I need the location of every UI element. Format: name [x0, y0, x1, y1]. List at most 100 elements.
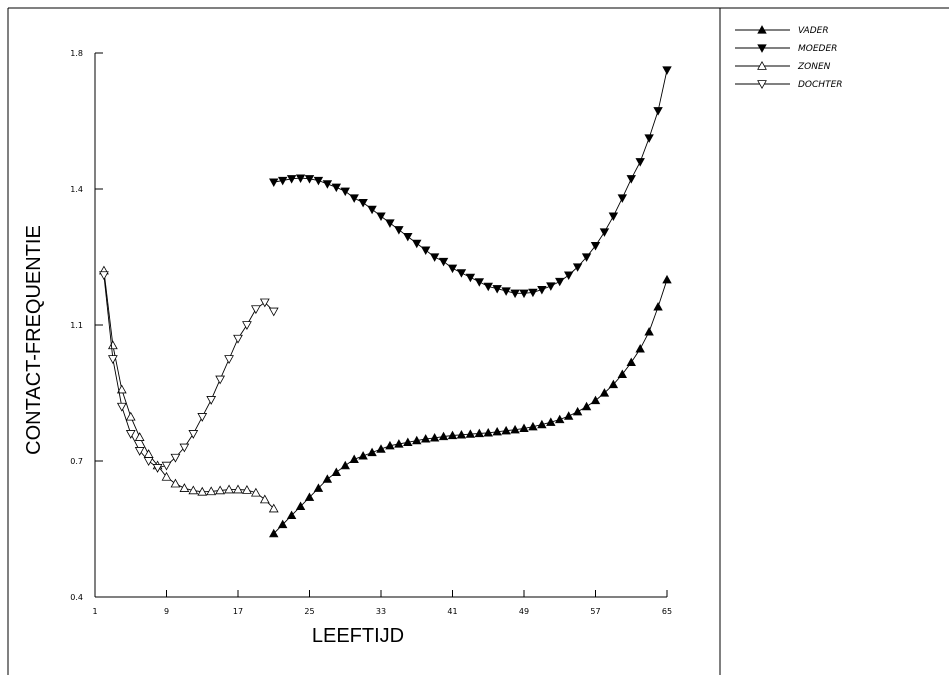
data-point-dochter — [179, 443, 190, 453]
series-layer — [99, 66, 672, 538]
data-point-moeder — [420, 246, 431, 256]
data-point-vader — [340, 460, 350, 470]
data-point-moeder — [617, 194, 628, 203]
legend-marker-vader — [757, 25, 767, 34]
data-point-moeder — [590, 242, 601, 251]
data-point-zonen — [161, 471, 172, 481]
series-line-zonen — [103, 270, 275, 509]
data-point-moeder — [367, 205, 377, 215]
data-point-moeder — [340, 187, 350, 197]
data-point-moeder — [653, 107, 663, 116]
data-point-dochter — [268, 307, 279, 317]
data-point-vader — [546, 417, 556, 426]
data-point-dochter — [215, 375, 226, 385]
data-point-moeder — [501, 287, 511, 296]
y-tick-label: 1.8 — [70, 49, 83, 58]
data-point-vader — [456, 430, 467, 439]
x-tick-label: 33 — [376, 607, 386, 616]
data-point-moeder — [447, 264, 458, 274]
y-tick-label: 1.4 — [70, 185, 83, 194]
data-point-dochter — [250, 305, 261, 315]
data-point-zonen — [259, 494, 270, 504]
data-point-dochter — [188, 430, 199, 439]
data-point-vader — [358, 451, 368, 460]
data-point-moeder — [581, 253, 592, 262]
series-dochter — [99, 271, 279, 473]
legend-item-zonen: ZONEN — [735, 60, 831, 72]
data-point-moeder — [313, 176, 324, 186]
data-point-moeder — [376, 212, 386, 222]
data-point-moeder — [626, 175, 636, 184]
data-point-moeder — [331, 183, 342, 193]
x-tick-label: 49 — [519, 607, 529, 616]
data-point-dochter — [197, 413, 208, 422]
data-point-vader — [653, 302, 663, 311]
data-point-vader — [403, 437, 413, 446]
data-point-moeder — [519, 289, 529, 299]
data-point-moeder — [269, 178, 279, 188]
data-point-moeder — [456, 269, 467, 278]
data-point-moeder — [662, 66, 672, 75]
data-point-vader — [519, 423, 529, 433]
data-point-dochter — [233, 334, 243, 344]
data-point-zonen — [179, 483, 190, 492]
data-point-moeder — [286, 175, 297, 184]
data-point-vader — [528, 421, 538, 431]
data-point-moeder — [322, 180, 333, 189]
data-point-vader — [635, 343, 645, 353]
data-point-zonen — [125, 411, 136, 421]
legend-marker-zonen — [757, 60, 767, 70]
data-point-zonen — [224, 484, 234, 494]
legend-marker-dochter — [757, 80, 767, 90]
series-vader — [269, 274, 672, 538]
data-point-vader — [501, 425, 511, 435]
data-point-moeder — [608, 212, 619, 222]
data-point-moeder — [546, 282, 556, 291]
data-point-zonen — [116, 384, 127, 394]
data-point-dochter — [134, 447, 145, 456]
data-point-vader — [331, 467, 342, 476]
data-point-vader — [412, 435, 422, 445]
series-line-moeder — [273, 69, 668, 294]
data-point-dochter — [259, 298, 270, 308]
data-point-moeder — [385, 219, 395, 228]
data-point-moeder — [635, 158, 645, 167]
data-point-moeder — [358, 198, 368, 208]
legend-label-moeder: MOEDER — [798, 44, 837, 54]
data-point-vader — [599, 388, 610, 397]
data-point-moeder — [429, 253, 440, 262]
data-point-moeder — [572, 263, 583, 272]
data-point-dochter — [242, 321, 252, 331]
data-point-moeder — [277, 176, 288, 186]
data-point-vader — [572, 406, 583, 416]
data-point-zonen — [134, 432, 145, 441]
data-point-vader — [492, 426, 502, 436]
data-point-moeder — [599, 228, 610, 237]
series-moeder — [269, 66, 672, 299]
y-tick-label: 1.1 — [70, 321, 83, 330]
legend-item-vader: VADER — [735, 25, 829, 36]
x-tick-label: 1 — [92, 607, 97, 616]
data-point-dochter — [107, 355, 118, 365]
data-point-zonen — [206, 486, 217, 496]
data-point-vader — [304, 492, 315, 501]
data-point-vader — [563, 411, 574, 420]
legend-item-dochter: DOCHTER — [735, 80, 843, 90]
data-point-moeder — [483, 282, 493, 292]
x-tick-label: 65 — [662, 607, 672, 616]
data-point-zonen — [188, 485, 199, 495]
data-point-moeder — [295, 174, 306, 183]
data-point-moeder — [394, 226, 404, 235]
data-point-vader — [608, 379, 619, 389]
x-tick-label: 41 — [447, 607, 457, 616]
data-point-vader — [376, 444, 386, 453]
data-point-moeder — [510, 289, 520, 299]
data-point-zonen — [268, 503, 279, 513]
data-point-zonen — [242, 484, 252, 494]
data-point-dochter — [125, 430, 136, 439]
x-tick-label: 57 — [590, 607, 600, 616]
data-point-moeder — [403, 232, 413, 242]
data-point-moeder — [474, 278, 485, 287]
data-point-vader — [617, 369, 628, 378]
